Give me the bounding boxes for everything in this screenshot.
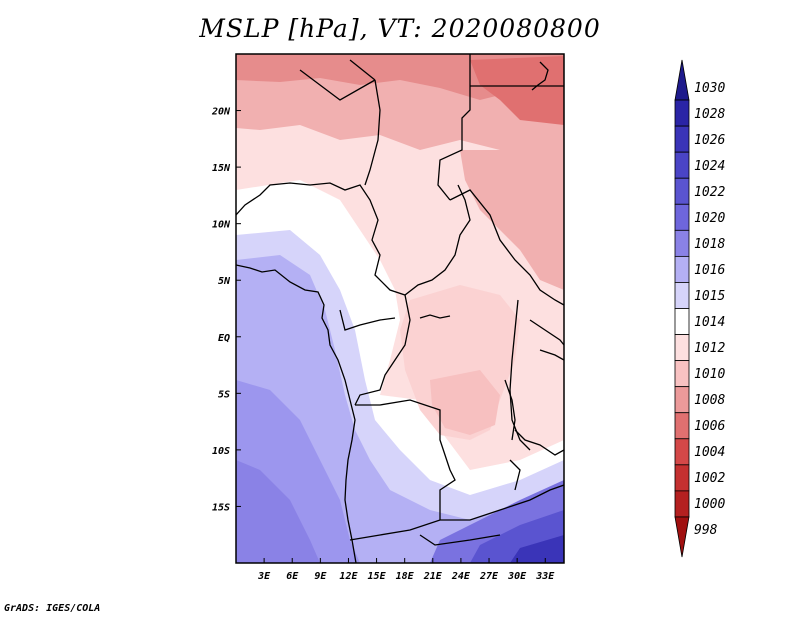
colorbar: 1030 1028 1026 1024 1022 1020 1018 1016 1015 1014…	[674, 59, 725, 558]
river-congo	[419, 314, 451, 319]
latitude-labels: 20N 15N 10N 5N EQ 5S 10S 15S	[211, 107, 231, 514]
colorbar-label: 1010	[694, 367, 725, 382]
colorbar-segment	[674, 516, 690, 558]
colorbar-label: 1006	[694, 419, 725, 434]
map-frame	[235, 53, 565, 564]
lon-label: 21E	[423, 571, 443, 582]
longitude-labels: 3E 6E 9E 12E 15E 18E 21E 24E 27E 30E 33E	[257, 571, 555, 582]
colorbar-segment	[674, 386, 690, 414]
border-sahel	[236, 182, 471, 296]
border-botswana	[419, 534, 501, 546]
lake-tanganyika	[504, 379, 516, 441]
colorbar-label: 1028	[694, 107, 725, 122]
colorbar-segment	[674, 99, 690, 127]
border-chad-niger	[364, 79, 381, 186]
longitude-ticks	[263, 558, 546, 563]
border-southern	[349, 484, 564, 541]
colorbar-segment	[674, 308, 690, 335]
colorbar-label: 1018	[694, 237, 725, 252]
colorbar-label: 1002	[694, 471, 725, 486]
grads-credit: GrADS: IGES/COLA	[4, 603, 101, 614]
lon-label: 24E	[451, 571, 471, 582]
border-drc-angola	[355, 399, 456, 520]
border-drc-east	[509, 299, 531, 451]
lon-label: 6E	[286, 571, 299, 582]
colorbar-segment	[674, 203, 690, 231]
lat-label: 5N	[218, 276, 231, 287]
lat-label: 15N	[212, 163, 231, 174]
colorbar-label: 1015	[694, 289, 725, 304]
coast-red-sea	[531, 61, 549, 91]
colorbar-segment	[674, 177, 690, 205]
border-zambia	[514, 429, 564, 456]
border-uganda-kenya	[529, 319, 564, 346]
lat-label: 20N	[211, 107, 231, 118]
border-egypt-sudan	[437, 54, 471, 201]
lon-label: 33E	[535, 571, 555, 582]
colorbar-label: 1000	[694, 497, 725, 512]
field-zone-1010-central	[430, 370, 500, 435]
lon-label: 9E	[314, 571, 327, 582]
latitude-ticks	[236, 110, 241, 507]
colorbar-segment	[674, 438, 690, 466]
colorbar-label: 1008	[694, 393, 725, 408]
colorbar-segment	[674, 255, 690, 283]
colorbar-label: 1022	[694, 185, 725, 200]
pressure-field	[236, 54, 564, 563]
lon-label: 30E	[507, 571, 527, 582]
map-title: MSLP [hPa], VT: 2020080800	[199, 14, 601, 43]
field-zone-1010-east	[460, 150, 564, 290]
colorbar-label: 1026	[694, 133, 725, 148]
colorbar-label: 1016	[694, 263, 725, 278]
lat-label: EQ	[218, 333, 230, 344]
field-zone-1006	[470, 56, 564, 125]
lat-label: 10S	[212, 446, 230, 457]
border-tanzania	[539, 349, 564, 361]
border-libya-niger	[349, 59, 376, 81]
field-zone-1026	[510, 535, 564, 563]
coastline-west	[236, 264, 357, 563]
colorbar-segment	[674, 125, 690, 153]
border-congo	[354, 294, 411, 406]
border-gabon	[339, 309, 396, 331]
colorbar-label: 998	[694, 523, 718, 538]
lon-label: 27E	[479, 571, 499, 582]
country-borders	[236, 54, 564, 563]
colorbar-segment	[674, 151, 690, 179]
colorbar-label: 1020	[694, 211, 725, 226]
border-algeria	[299, 69, 376, 101]
colorbar-label: 1004	[694, 445, 725, 460]
lat-label: 15S	[212, 502, 230, 513]
colorbar-label: 1030	[694, 81, 725, 96]
field-zone-1020	[236, 460, 320, 563]
lon-label: 18E	[396, 571, 415, 582]
lon-label: 3E	[257, 571, 271, 582]
colorbar-segment	[674, 464, 690, 492]
colorbar-segment	[674, 334, 690, 362]
lat-label: 5S	[218, 389, 230, 400]
lon-label: 12E	[339, 571, 358, 582]
colorbar-label: 1012	[694, 341, 725, 356]
colorbar-segment	[674, 490, 690, 518]
colorbar-label: 1014	[694, 315, 725, 330]
colorbar-label: 1024	[694, 159, 725, 174]
lon-label: 15E	[368, 571, 387, 582]
colorbar-segment	[674, 282, 690, 309]
colorbar-segment	[674, 360, 690, 388]
lake-malawi	[509, 459, 521, 491]
lat-label: 10N	[212, 220, 231, 231]
colorbar-segment	[674, 412, 690, 440]
border-south-sudan	[449, 189, 564, 306]
colorbar-segment	[674, 229, 690, 257]
colorbar-segment	[674, 59, 690, 101]
